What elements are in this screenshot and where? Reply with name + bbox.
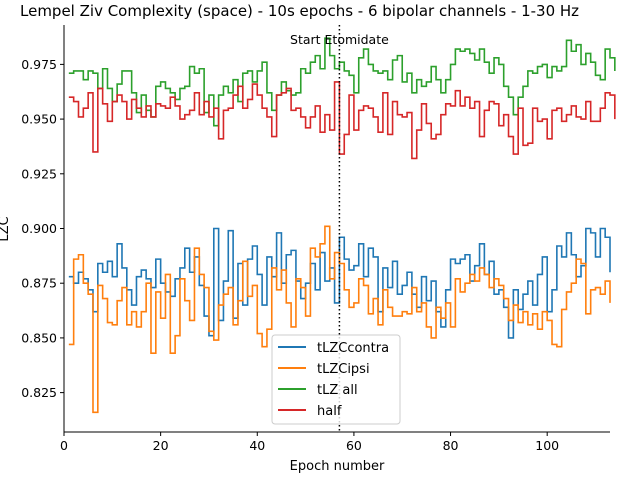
y-tick-label: 0.850 [21,330,57,345]
legend-label: tLZ all [317,383,358,398]
chart-title: Lempel Ziv Complexity (space) - 10s epoc… [20,2,579,20]
x-tick-label: 0 [60,438,68,453]
legend-label: tLZCipsi [317,362,370,377]
x-ticks: 0 20 40 60 80 100 [60,432,559,453]
y-tick-label: 0.975 [21,57,57,72]
y-tick-label: 0.875 [21,276,57,291]
annotation-layer: Start Etomidate [290,25,389,432]
x-tick-label: 20 [153,438,169,453]
y-tick-label: 0.900 [21,221,57,236]
x-tick-label: 60 [346,438,362,453]
y-tick-label: 0.925 [21,166,57,181]
y-tick-label: 0.825 [21,385,57,400]
x-tick-label: 80 [443,438,459,453]
x-tick-label: 40 [249,438,265,453]
series-line-half [68,81,616,160]
x-tick-label: 100 [535,438,559,453]
x-axis-label: Epoch number [290,459,385,474]
y-tick-label: 0.950 [21,112,57,127]
legend-label: tLZCcontra [317,341,389,356]
y-ticks: 0.825 0.850 0.875 0.900 0.925 0.950 0.975 [21,57,64,400]
legend-label: half [317,404,342,419]
legend: tLZCcontra tLZCipsi tLZ all half [271,334,401,425]
etomidate-annotation: Start Etomidate [290,32,389,47]
y-axis-label: LZC [0,216,12,241]
series-line-tlz-all [68,37,616,127]
legend-frame [271,334,401,425]
